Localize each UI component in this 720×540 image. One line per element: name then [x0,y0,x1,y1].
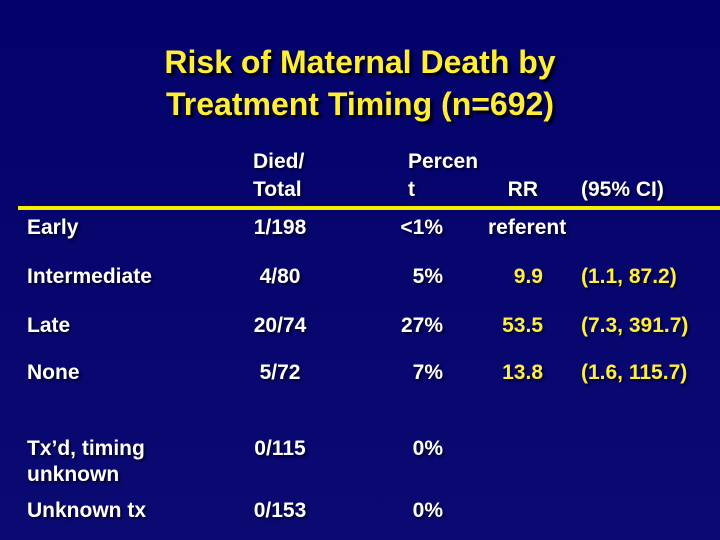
slide-title-line-1: Risk of Maternal Death by [164,44,556,80]
row-label: Late [27,314,71,337]
column-header-ci: (95% CI) [581,178,664,201]
percent-value: <1% [400,216,443,239]
ci-value: (1.1, 87.2) [581,265,677,288]
slide-title-line-2: Treatment Timing (n=692) [166,86,554,122]
row-label: Intermediate [27,265,152,288]
row-label: Early [27,216,79,239]
row-label: None [27,361,80,384]
rr-value: 53.5 [502,314,543,337]
header-divider-line [18,206,720,210]
percent-value: 7% [412,361,443,384]
died-total-value: 0/115 [254,437,306,460]
died-total-value: 5/72 [259,361,301,384]
died-total-value: 20/74 [253,314,307,337]
percent-value: 27% [400,314,443,337]
died-total-value: 4/80 [259,265,301,288]
column-header-died-total: Died/ Total [253,150,305,201]
column-header-percent: Percen t [408,150,479,201]
rr-value: 9.9 [513,265,543,288]
ci-value: (7.3, 391.7) [581,314,689,337]
died-total-value: 1/198 [253,216,307,239]
percent-value: 0% [412,437,443,460]
died-total-value: 0/153 [253,499,307,522]
percent-value: 5% [412,265,443,288]
ci-value: (1.6, 115.7) [581,361,688,384]
rr-value: referent [488,216,567,239]
slide-title: Risk of Maternal Death by Treatment Timi… [0,41,720,125]
percent-value: 0% [412,499,443,522]
row-label: Unknown tx [27,499,146,522]
rr-value: 13.8 [502,361,543,384]
row-label: Tx’d, timing unknown [27,437,145,486]
column-header-rr: RR [507,178,538,201]
